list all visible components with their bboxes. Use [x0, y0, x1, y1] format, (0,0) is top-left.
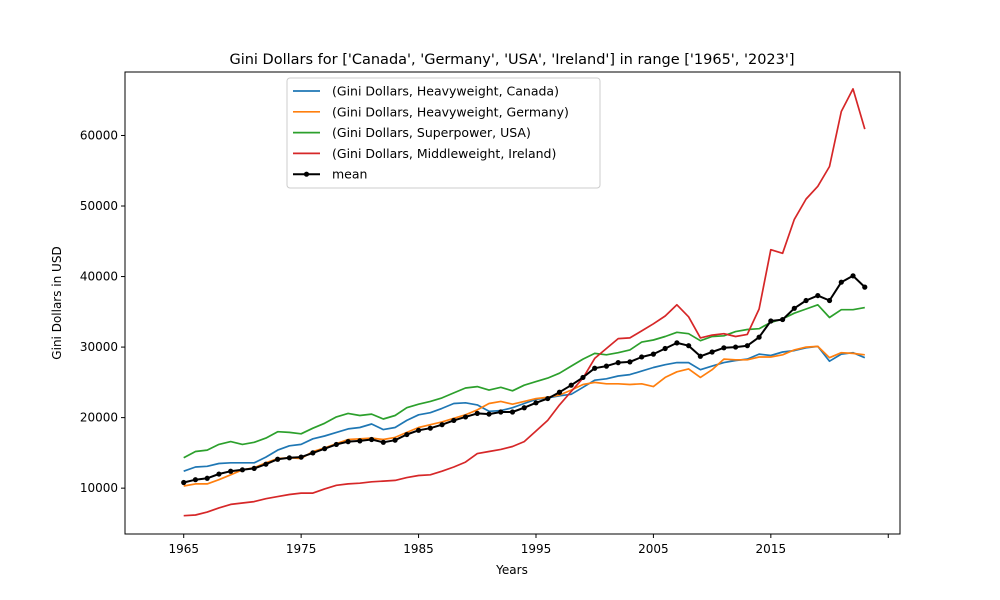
mean-point	[439, 422, 445, 428]
x-tick-label: 2015	[756, 542, 787, 556]
mean-point	[451, 417, 457, 424]
mean-point	[333, 441, 339, 448]
mean-point	[380, 439, 386, 445]
mean-point	[592, 365, 598, 371]
mean-point	[239, 467, 246, 473]
mean-point	[826, 297, 833, 304]
series-line-4	[183, 274, 866, 484]
mean-point	[357, 438, 363, 444]
y-tick-label: 30000	[80, 340, 118, 354]
legend: (Gini Dollars, Heavyweight, Canada) (Gini…	[286, 77, 601, 189]
mean-point	[721, 345, 727, 351]
mean-point	[568, 382, 574, 388]
mean-point	[603, 363, 610, 369]
mean-point	[862, 284, 868, 290]
mean-point	[709, 349, 715, 355]
legend-label: (Gini Dollars, Middleweight, Ireland)	[332, 146, 556, 161]
plot-lines	[181, 88, 868, 517]
x-axis: 1965 1975 1985 1995 2005 2015	[168, 534, 889, 556]
mean-point	[322, 446, 328, 452]
y-tick-label: 40000	[80, 270, 118, 284]
mean-point	[216, 471, 222, 477]
mean-point	[674, 340, 680, 346]
series-line-0	[183, 345, 866, 473]
y-axis-label: Gini Dollars in USD	[50, 246, 64, 359]
mean-point	[204, 475, 210, 481]
mean-point	[756, 334, 762, 340]
series-line-2	[183, 303, 865, 459]
mean-point	[509, 409, 516, 415]
mean-point	[404, 431, 410, 438]
mean-point	[192, 477, 199, 483]
y-tick-label: 50000	[80, 199, 118, 213]
legend-label: (Gini Dollars, Heavyweight, Canada)	[332, 84, 559, 99]
mean-point	[498, 409, 504, 415]
mean-point	[345, 439, 351, 445]
x-tick-label: 1985	[403, 542, 434, 556]
mean-point	[627, 359, 633, 365]
y-axis: 10000 20000 30000 40000 50000 60000	[80, 128, 125, 495]
mean-point	[815, 292, 821, 299]
mean-point	[368, 436, 375, 443]
mean-point	[251, 465, 257, 472]
mean-point	[779, 316, 786, 323]
mean-point	[181, 479, 187, 486]
legend-label: (Gini Dollars, Superpower, USA)	[332, 125, 531, 140]
mean-point	[392, 437, 398, 443]
mean-point	[298, 454, 304, 460]
mean-point	[310, 450, 316, 456]
mean-point	[545, 395, 551, 402]
y-tick-label: 10000	[80, 481, 118, 495]
x-tick-label: 1975	[286, 542, 317, 556]
mean-point	[521, 405, 527, 411]
x-tick-label: 2005	[638, 542, 669, 556]
mean-point	[462, 414, 469, 420]
mean-point	[228, 468, 234, 474]
mean-point	[686, 343, 692, 349]
mean-point	[275, 456, 281, 462]
mean-point	[838, 279, 844, 285]
mean-point	[533, 400, 539, 406]
legend-label: (Gini Dollars, Heavyweight, Germany)	[332, 104, 569, 119]
series-line-1	[183, 345, 865, 487]
mean-point	[615, 360, 621, 366]
x-tick-label: 1995	[521, 542, 552, 556]
legend-box	[286, 77, 601, 189]
legend-marker	[303, 171, 310, 177]
series-line-3	[183, 88, 866, 517]
mean-point	[263, 461, 269, 467]
mean-point	[768, 318, 774, 324]
y-tick-label: 20000	[80, 411, 118, 425]
mean-point	[744, 343, 750, 349]
chart-title: Gini Dollars for ['Canada', 'Germany', '…	[229, 52, 794, 68]
mean-point	[697, 353, 703, 359]
mean-point	[486, 411, 492, 417]
x-tick-label: 1965	[168, 542, 199, 556]
mean-point	[474, 410, 480, 416]
mean-point	[733, 344, 739, 350]
mean-point	[791, 305, 797, 311]
mean-point	[580, 374, 586, 381]
mean-point	[650, 351, 657, 357]
mean-point	[803, 297, 809, 304]
mean-point	[415, 427, 422, 433]
plot-frame	[124, 71, 901, 535]
mean-point	[286, 455, 292, 461]
mean-point	[556, 389, 563, 395]
mean-point	[427, 425, 433, 431]
legend-label: mean	[332, 167, 367, 182]
mean-point	[639, 354, 645, 360]
mean-point	[662, 345, 668, 352]
y-tick-label: 60000	[80, 128, 118, 142]
x-axis-label: Years	[495, 563, 528, 577]
mean-point	[850, 273, 856, 279]
